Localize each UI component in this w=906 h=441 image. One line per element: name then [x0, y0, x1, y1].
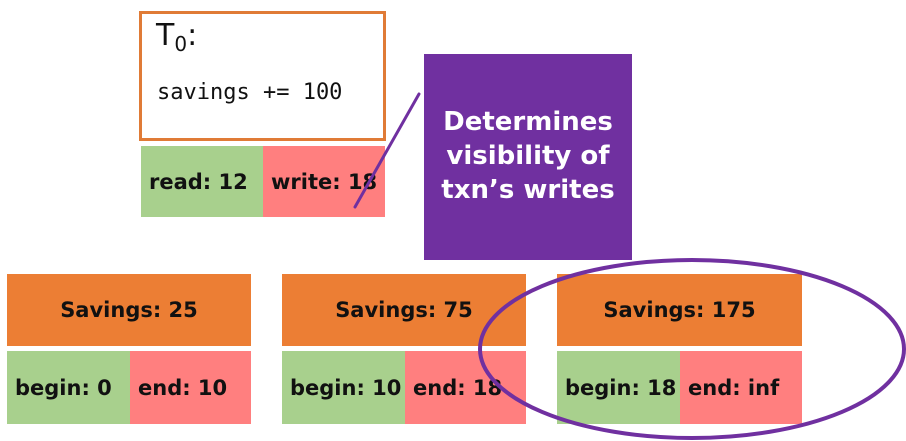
write-timestamp-label: write: 18	[271, 169, 378, 194]
callout-line-1: Determines	[443, 107, 613, 138]
callout-line-3: txn’s writes	[441, 174, 615, 205]
version-1-value: Savings: 25	[7, 274, 251, 346]
transaction-box: T0: savings += 100	[139, 11, 386, 141]
version-3-value: Savings: 175	[557, 274, 802, 346]
version-1-end-label: end: 10	[138, 375, 228, 400]
version-1-end: end: 10	[130, 351, 251, 424]
read-timestamp-label: read: 12	[149, 169, 248, 194]
transaction-title-base: T	[156, 18, 175, 53]
version-2-end-label: end: 18	[413, 375, 503, 400]
version-3-begin-label: begin: 18	[565, 375, 677, 400]
write-timestamp: write: 18	[263, 146, 385, 217]
version-2-value-label: Savings: 75	[335, 298, 473, 322]
transaction-title-suffix: :	[187, 18, 198, 53]
transaction-title-subscript: 0	[174, 32, 188, 56]
version-3-end-label: end: inf	[688, 375, 780, 400]
version-3-value-label: Savings: 175	[603, 298, 756, 322]
version-2-begin: begin: 10	[282, 351, 405, 424]
version-1-value-label: Savings: 25	[60, 298, 198, 322]
callout-line-2: visibility of	[446, 141, 610, 172]
visibility-callout: Determines visibility of txn’s writes	[424, 54, 632, 260]
version-1-begin-label: begin: 0	[15, 375, 112, 400]
read-timestamp: read: 12	[141, 146, 263, 217]
version-2-begin-label: begin: 10	[290, 375, 402, 400]
version-1-begin: begin: 0	[7, 351, 130, 424]
version-3-begin: begin: 18	[557, 351, 680, 424]
version-3-end: end: inf	[680, 351, 802, 424]
version-2-value: Savings: 75	[282, 274, 526, 346]
version-2-end: end: 18	[405, 351, 526, 424]
transaction-code: savings += 100	[157, 80, 343, 105]
transaction-title: T0:	[156, 18, 197, 56]
